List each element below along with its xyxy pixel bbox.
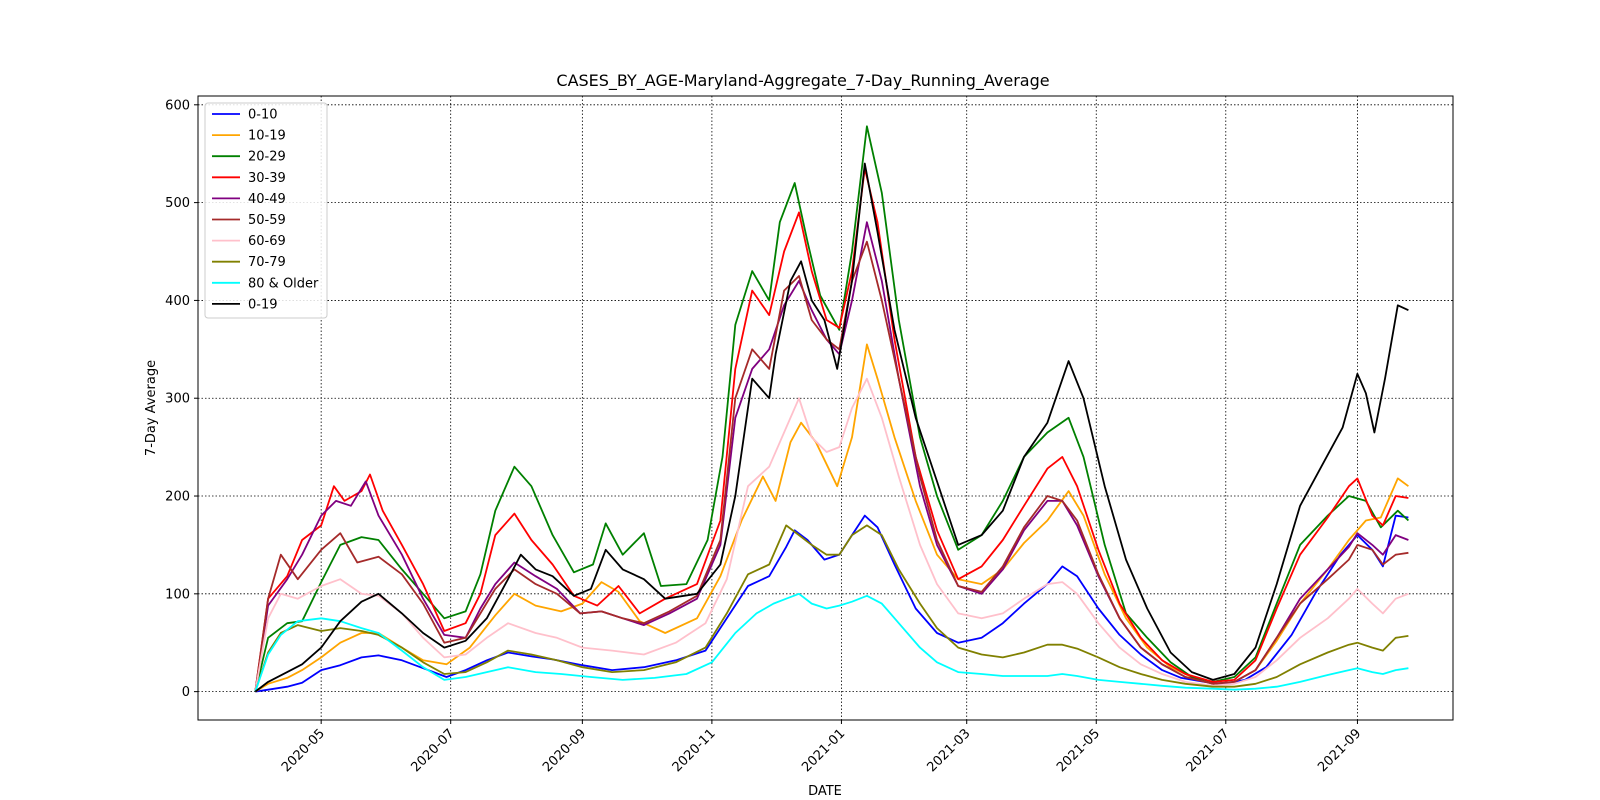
x-tick-label: 2021-01 [799, 726, 848, 775]
y-tick-label: 300 [165, 392, 190, 407]
legend-label: 70-79 [248, 255, 286, 270]
series-line-30-39 [254, 167, 1409, 692]
y-tick-label: 100 [165, 587, 190, 602]
legend-label: 10-19 [248, 129, 286, 144]
chart-title: CASES_BY_AGE-Maryland-Aggregate_7-Day_Ru… [556, 71, 1049, 91]
legend-label: 0-19 [248, 297, 278, 312]
series-line-40-49 [254, 221, 1409, 692]
y-tick-label: 500 [165, 196, 190, 211]
x-axis-ticks: 2020-05 2020-07 2020-09 2020-11 2021-01 2021-… [279, 720, 1364, 775]
legend: 0-10 10-19 20-29 30-39 40-49 50-59 60-69 70-79 8… [204, 102, 328, 319]
series-line-60-69 [254, 377, 1409, 692]
y-tick-label: 600 [165, 98, 190, 113]
x-tick-label: 2020-09 [540, 726, 589, 775]
legend-label: 60-69 [248, 234, 286, 249]
x-tick-label: 2021-09 [1315, 726, 1364, 775]
legend-label: 30-39 [248, 171, 286, 186]
grid [198, 96, 1453, 720]
series-line-70-79 [254, 524, 1409, 692]
series-lines [254, 125, 1410, 693]
series-line-10-19 [254, 343, 1409, 693]
y-axis-title: 7-Day Average [144, 360, 159, 456]
plot-frame [197, 95, 1454, 721]
y-tick-label: 200 [165, 490, 190, 505]
x-tick-label: 2020-05 [279, 726, 328, 775]
series-line-50-59 [254, 240, 1409, 692]
x-tick-label: 2020-07 [409, 726, 458, 775]
y-tick-label: 0 [182, 685, 190, 700]
legend-label: 40-49 [248, 192, 286, 207]
x-tick-label: 2021-07 [1184, 726, 1233, 775]
y-axis-ticks: 0 100 200 300 400 500 600 [165, 98, 198, 700]
series-line-80-older [254, 592, 1409, 692]
legend-label: 80 & Older [248, 276, 319, 291]
x-axis-title: DATE [808, 784, 842, 799]
x-tick-label: 2021-05 [1054, 726, 1103, 775]
x-tick-label: 2021-03 [925, 726, 974, 775]
series-line-0-19 [254, 162, 1409, 693]
legend-label: 20-29 [248, 150, 286, 165]
legend-label: 50-59 [248, 213, 286, 228]
y-tick-label: 400 [165, 294, 190, 309]
x-tick-label: 2020-11 [670, 726, 719, 775]
legend-label: 0-10 [248, 108, 278, 123]
